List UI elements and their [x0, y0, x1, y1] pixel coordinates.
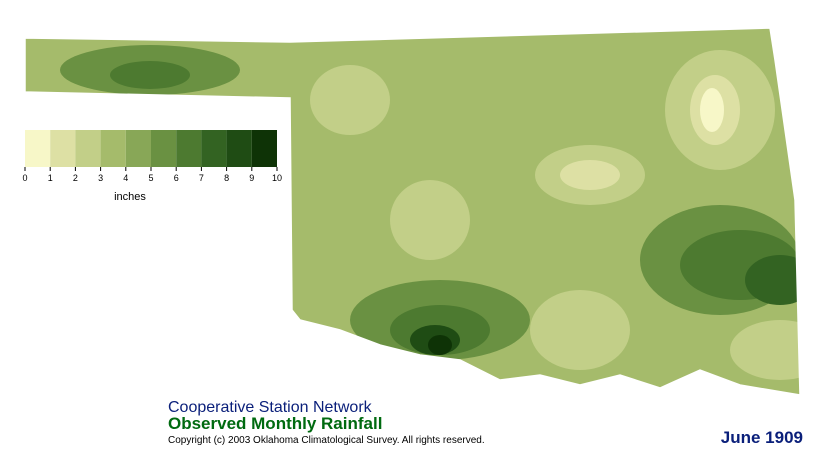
legend: 0 1 2 3 4 5 6 7 8 9 10 [22, 130, 282, 183]
map-title: Observed Monthly Rainfall [168, 414, 382, 433]
legend-swatch [25, 130, 51, 167]
legend-swatch [176, 130, 202, 167]
legend-tick-label: 6 [174, 173, 179, 183]
legend-swatch [226, 130, 252, 167]
legend-tick-label: 5 [148, 173, 153, 183]
legend-unit: inches [114, 191, 146, 203]
legend-tick-label: 4 [123, 173, 128, 183]
date-label: June 1909 [721, 428, 803, 447]
legend-swatch [50, 130, 76, 167]
state-outline [24, 27, 801, 396]
network-label: Cooperative Station Network [168, 399, 373, 416]
legend-tick-label: 3 [98, 173, 103, 183]
legend-swatch [100, 130, 126, 167]
legend-tick-label: 0 [22, 173, 27, 183]
copyright: Copyright (c) 2003 Oklahoma Climatologic… [168, 435, 485, 446]
legend-tick-label: 2 [73, 173, 78, 183]
legend-swatch [75, 130, 101, 167]
legend-tick-label: 7 [199, 173, 204, 183]
legend-tick-label: 1 [48, 173, 53, 183]
legend-tick-label: 8 [224, 173, 229, 183]
legend-tick-label: 9 [249, 173, 254, 183]
legend-swatch [251, 130, 277, 167]
legend-tick-label: 10 [272, 173, 282, 183]
legend-swatch [125, 130, 151, 167]
legend-swatch [201, 130, 227, 167]
legend-swatch [151, 130, 177, 167]
